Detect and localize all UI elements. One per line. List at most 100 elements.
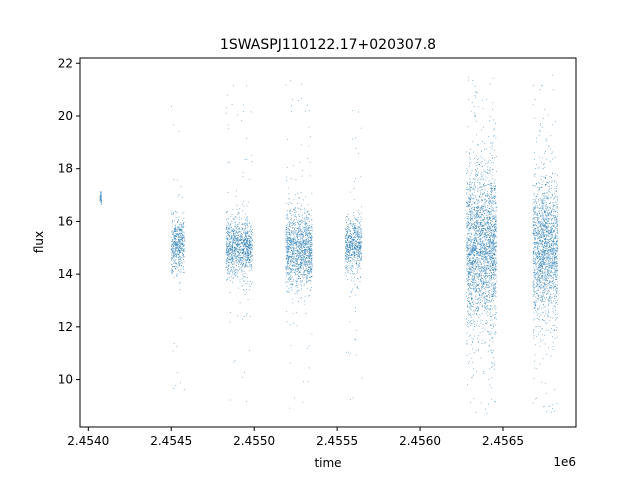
data-point	[475, 313, 477, 315]
data-point	[296, 254, 298, 255]
data-point	[482, 229, 483, 231]
data-point	[232, 259, 233, 261]
data-point	[229, 321, 231, 323]
data-point	[229, 259, 231, 260]
data-point	[244, 228, 246, 230]
data-point	[299, 215, 301, 217]
data-point	[354, 247, 356, 248]
data-point	[236, 262, 238, 264]
data-point	[474, 178, 476, 180]
data-point	[247, 242, 248, 244]
data-point	[484, 229, 486, 230]
data-point	[486, 259, 488, 261]
data-point	[173, 247, 174, 249]
data-point	[289, 247, 291, 249]
data-point	[345, 252, 347, 253]
data-point	[357, 246, 358, 248]
data-point	[227, 257, 229, 259]
data-point	[232, 267, 234, 269]
data-point	[478, 265, 480, 267]
data-point	[183, 256, 185, 258]
data-point	[228, 127, 229, 129]
data-point	[293, 252, 295, 254]
data-point	[307, 255, 309, 256]
data-point	[473, 325, 475, 327]
data-point	[488, 260, 490, 262]
data-point	[297, 293, 298, 295]
data-point	[294, 194, 296, 196]
data-point	[466, 167, 468, 169]
data-point	[296, 247, 297, 249]
data-point	[359, 247, 361, 248]
data-point	[488, 286, 490, 288]
data-point	[285, 248, 287, 250]
data-point	[485, 303, 487, 305]
data-point	[350, 191, 352, 193]
data-point	[352, 239, 354, 241]
data-point	[302, 249, 304, 251]
data-point	[486, 200, 488, 202]
data-point	[249, 243, 251, 245]
data-point	[347, 257, 349, 259]
data-point	[242, 172, 244, 173]
data-point	[358, 236, 360, 238]
data-point	[493, 210, 495, 212]
data-point	[291, 264, 293, 266]
data-point	[245, 240, 247, 241]
data-point	[228, 252, 230, 254]
data-point	[241, 263, 243, 265]
data-point	[303, 232, 304, 233]
data-point	[250, 239, 252, 241]
data-point	[301, 244, 303, 246]
data-point	[176, 228, 177, 230]
data-point	[294, 237, 296, 239]
data-point	[181, 223, 183, 225]
data-point	[296, 258, 298, 260]
data-point	[357, 246, 359, 248]
data-point	[178, 246, 179, 248]
data-point	[234, 270, 236, 271]
data-point	[486, 287, 488, 289]
data-point	[346, 250, 348, 251]
data-point	[308, 248, 310, 250]
data-point	[466, 343, 468, 345]
data-point	[491, 245, 493, 247]
data-point	[345, 252, 347, 254]
data-point	[491, 256, 493, 258]
data-point	[470, 275, 472, 277]
data-point	[477, 265, 478, 267]
data-point	[355, 234, 357, 236]
data-point	[308, 110, 310, 111]
data-point	[490, 241, 491, 243]
data-point	[489, 240, 491, 241]
data-point	[182, 259, 184, 260]
data-point	[175, 261, 177, 263]
data-point	[297, 223, 299, 225]
data-point	[476, 255, 478, 257]
data-point	[486, 299, 488, 300]
data-point	[294, 224, 296, 226]
data-point	[488, 242, 490, 244]
data-point	[477, 212, 478, 214]
data-point	[250, 250, 251, 252]
data-point	[243, 224, 245, 226]
data-point	[244, 243, 245, 245]
data-point	[178, 237, 180, 238]
data-point	[228, 222, 229, 224]
data-point	[296, 268, 298, 270]
data-point	[468, 224, 470, 226]
data-point	[289, 257, 291, 258]
data-point	[351, 246, 353, 248]
data-point	[486, 275, 488, 277]
data-point	[353, 246, 355, 248]
data-point	[286, 258, 288, 259]
data-point	[352, 232, 354, 234]
data-point	[488, 247, 490, 249]
data-point	[359, 262, 360, 264]
data-point	[295, 233, 297, 235]
data-point	[177, 243, 179, 245]
data-point	[473, 278, 475, 280]
data-point	[286, 286, 288, 287]
data-point	[293, 234, 295, 236]
data-point	[183, 245, 185, 247]
